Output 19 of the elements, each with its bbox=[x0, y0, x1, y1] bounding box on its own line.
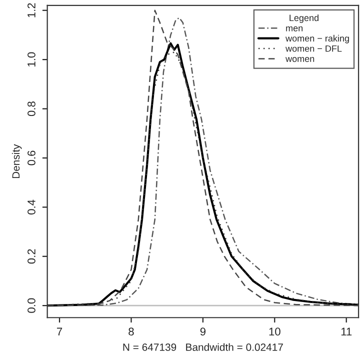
y-tick-label: 1.0 bbox=[28, 52, 36, 66]
legend-title: Legend bbox=[290, 14, 318, 23]
y-tick-label: 0.2 bbox=[28, 249, 36, 264]
x-axis-title: N = 647139 Bandwidth = 0.02417 bbox=[123, 343, 283, 351]
y-tick-label: 0.8 bbox=[28, 102, 36, 116]
legend-label: women bbox=[286, 57, 314, 62]
x-tick-label: 11 bbox=[341, 328, 352, 336]
legend-label: women − raking bbox=[286, 34, 349, 44]
y-tick-label: 0.6 bbox=[28, 150, 36, 166]
x-tick-label: 9 bbox=[200, 328, 206, 336]
legend-label: women − DFL bbox=[286, 45, 342, 52]
legend-label: men bbox=[286, 26, 303, 32]
y-tick-label: 1.2 bbox=[28, 3, 36, 18]
y-tick-label: 0.0 bbox=[28, 298, 36, 313]
y-tick-label: 0.4 bbox=[28, 200, 36, 214]
x-tick-label: 8 bbox=[128, 328, 134, 336]
x-tick-label: 10 bbox=[269, 328, 280, 336]
x-tick-label: 7 bbox=[56, 328, 62, 336]
y-axis-title: Density bbox=[12, 144, 22, 178]
